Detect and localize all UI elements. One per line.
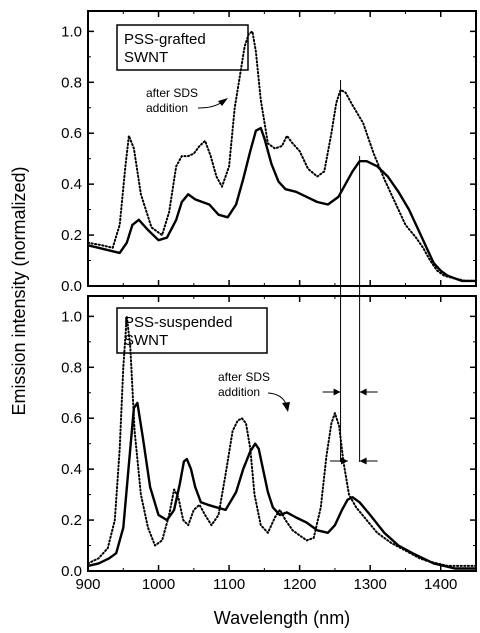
top-y-tick-label: 0.6	[61, 125, 82, 142]
top-y-tick-label: 1.0	[61, 23, 82, 40]
top-annotation-arrowhead	[218, 98, 228, 106]
top-series-solid	[87, 126, 476, 283]
top-box-label-line1: PSS-grafted	[124, 31, 206, 48]
top-series-dotted	[87, 30, 477, 282]
bottom-x-tick-label: 1100	[213, 576, 245, 593]
bottom-annotation-line1: after SDS	[218, 370, 270, 384]
bottom-x-tick-label: 1400	[424, 576, 457, 593]
bottom-annotation: after SDS addition	[218, 370, 290, 412]
shift-arrow-lower-left-head	[340, 457, 348, 465]
bottom-box-label: PSS-suspended SWNT	[116, 307, 268, 354]
top-y-tick-label: 0.4	[61, 176, 82, 193]
bottom-series-dotted	[87, 315, 477, 567]
bottom-annotation-line2: addition	[218, 385, 260, 399]
x-axis-title: Wavelength (nm)	[214, 608, 350, 628]
bottom-x-tick-label: 900	[75, 576, 100, 593]
top-y-tick-label: 0.0	[61, 278, 82, 295]
top-annotation-arrow	[197, 101, 223, 109]
top-box-label-line2: SWNT	[124, 49, 168, 66]
bottom-annotation-arrowhead	[282, 402, 290, 412]
bottom-panel-frame	[87, 295, 477, 572]
top-annotation: after SDS addition	[146, 86, 228, 115]
top-y-tick-label: 0.2	[61, 227, 82, 244]
bottom-box-label-line2: SWNT	[124, 332, 168, 349]
shift-arrow-upper-left-head	[333, 388, 341, 396]
top-box-label: PSS-grafted SWNT	[116, 24, 249, 71]
top-annotation-line1: after SDS	[146, 86, 198, 100]
top-annotation-line2: addition	[146, 101, 188, 115]
bottom-x-tick-label: 1300	[353, 576, 386, 593]
bottom-box-label-line1: PSS-suspended	[124, 314, 232, 331]
top-y-tick-label: 0.8	[61, 74, 82, 91]
bottom-x-tick-label: 1200	[283, 576, 316, 593]
top-panel-frame	[87, 10, 477, 287]
bottom-y-tick-label: 0.0	[61, 563, 82, 580]
bottom-annotation-arrow	[267, 392, 287, 405]
bottom-series-solid	[87, 401, 476, 570]
y-axis-title: Emission intensity (normalized)	[9, 166, 29, 415]
bottom-y-tick-label: 0.2	[61, 512, 82, 529]
bottom-y-tick-label: 0.8	[61, 359, 82, 376]
bottom-x-tick-label: 1000	[142, 576, 175, 593]
bottom-y-tick-label: 1.0	[61, 308, 82, 325]
shift-arrow-upper-right-head	[359, 388, 367, 396]
bottom-y-tick-label: 0.4	[61, 461, 82, 478]
shift-arrow-lower-right-head	[359, 457, 367, 465]
bottom-y-tick-label: 0.6	[61, 410, 82, 427]
